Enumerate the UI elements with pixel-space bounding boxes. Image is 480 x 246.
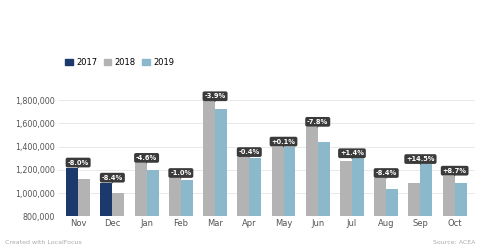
Bar <box>249 158 261 246</box>
Bar <box>306 127 318 246</box>
Bar <box>237 157 249 246</box>
Bar <box>420 164 432 246</box>
Bar <box>146 170 158 246</box>
Text: +8.7%: +8.7% <box>443 168 467 176</box>
Bar <box>443 176 455 246</box>
Text: -8.0%: -8.0% <box>68 160 89 168</box>
Bar <box>100 183 112 246</box>
Text: +0.1%: +0.1% <box>272 138 296 147</box>
Bar <box>66 168 78 246</box>
Bar <box>169 178 181 246</box>
Text: +14.5%: +14.5% <box>406 156 435 164</box>
Bar <box>386 189 398 246</box>
Bar <box>215 109 227 246</box>
Text: -0.4%: -0.4% <box>239 149 260 157</box>
Text: +1.4%: +1.4% <box>340 150 364 158</box>
Bar <box>181 180 193 246</box>
Text: -7.8%: -7.8% <box>307 119 328 127</box>
Bar <box>112 193 124 246</box>
Bar <box>203 101 215 246</box>
Text: -1.0%: -1.0% <box>170 170 192 178</box>
Bar <box>318 142 330 246</box>
Bar <box>340 161 352 246</box>
Legend: 2017, 2018, 2019: 2017, 2018, 2019 <box>62 54 178 70</box>
Bar <box>134 163 146 246</box>
Bar <box>408 183 420 246</box>
Bar <box>284 147 296 246</box>
Bar <box>455 183 467 246</box>
Text: -8.4%: -8.4% <box>375 170 397 178</box>
Text: -4.6%: -4.6% <box>136 155 157 163</box>
Bar <box>374 178 386 246</box>
Text: Source: ACEA: Source: ACEA <box>433 240 475 245</box>
Bar <box>272 147 284 246</box>
Text: -8.4%: -8.4% <box>102 175 123 183</box>
Bar <box>78 179 90 246</box>
Text: Created with LocalFocus: Created with LocalFocus <box>5 240 82 245</box>
Text: -3.9%: -3.9% <box>204 93 226 101</box>
Text: EUROPEAN UNION  ⌄: EUROPEAN UNION ⌄ <box>14 15 128 26</box>
Bar <box>352 158 364 246</box>
